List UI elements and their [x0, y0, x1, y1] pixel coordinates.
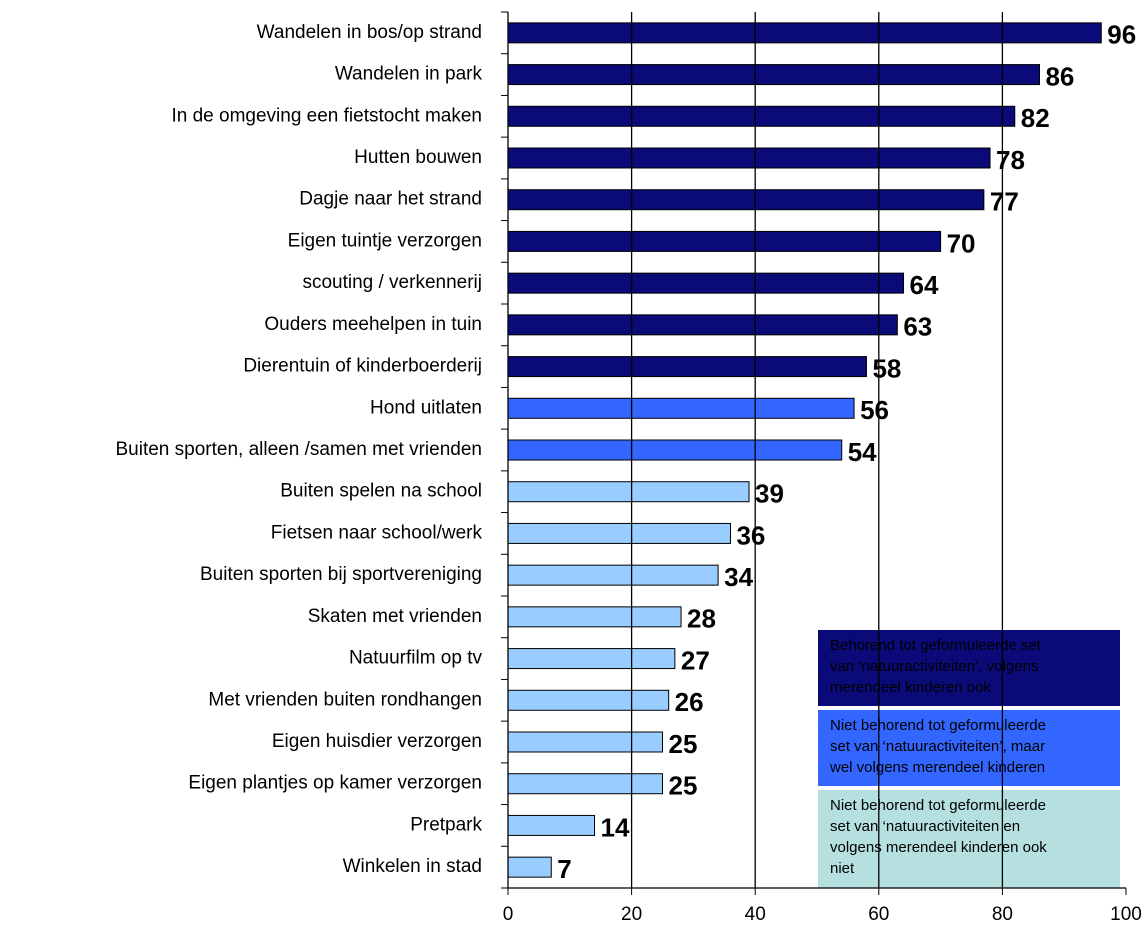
bar — [507, 689, 670, 711]
category-label: Wandelen in park — [335, 64, 483, 85]
category-label: Buiten sporten, alleen /samen met vriend… — [116, 439, 483, 460]
legend-box — [818, 710, 1120, 786]
category-label: Eigen tuintje verzorgen — [288, 230, 482, 251]
value-label: 86 — [1045, 61, 1074, 91]
category-label: Wandelen in bos/op strand — [257, 22, 482, 43]
legend-text: wel volgens merendeel kinderen — [829, 759, 1045, 776]
value-label: 96 — [1107, 20, 1136, 50]
x-tick-label: 60 — [868, 904, 889, 925]
value-label: 63 — [903, 312, 932, 342]
value-label: 27 — [681, 645, 710, 675]
legend-text: set van ‘natuuractiviteiten en — [830, 818, 1020, 835]
bar — [507, 564, 719, 586]
category-label: Eigen huisdier verzorgen — [272, 731, 482, 752]
legend-text: van ‘natuuractiviteiten’, volgens — [830, 658, 1038, 675]
legend-text: set van ‘natuuractiviteiten’, maar — [830, 738, 1045, 755]
bar — [507, 189, 985, 211]
value-label: 34 — [724, 562, 753, 592]
bar — [507, 773, 663, 795]
legend-box — [818, 630, 1120, 706]
bar — [507, 230, 942, 252]
bar — [507, 648, 676, 670]
value-label: 82 — [1021, 103, 1050, 133]
bar — [507, 606, 682, 628]
category-label: Dierentuin of kinderboerderij — [243, 356, 482, 377]
category-label: Dagje naar het strand — [299, 189, 482, 210]
bar — [507, 147, 991, 169]
x-tick-label: 40 — [745, 904, 766, 925]
x-tick-label: 80 — [992, 904, 1013, 925]
legend-text: niet — [830, 860, 855, 877]
value-label: 25 — [669, 771, 698, 801]
category-label: Buiten spelen na school — [280, 481, 482, 502]
value-label: 64 — [910, 270, 939, 300]
bar — [507, 439, 843, 461]
legend-text: merendeel kinderen ook — [830, 679, 991, 696]
bar — [507, 481, 750, 503]
legend-text: Niet behorend tot geformuleerde — [830, 797, 1046, 814]
value-label: 56 — [860, 395, 889, 425]
category-label: Eigen plantjes op kamer verzorgen — [188, 773, 482, 794]
value-label: 26 — [675, 687, 704, 717]
bar — [507, 814, 596, 836]
legend-text: Niet behorend tot geformuleerde — [830, 717, 1046, 734]
value-label: 54 — [848, 437, 877, 467]
x-tick-label: 20 — [621, 904, 642, 925]
bar — [507, 397, 855, 419]
x-tick-label: 0 — [503, 904, 514, 925]
bar — [507, 856, 552, 878]
bar — [507, 314, 898, 336]
bar — [507, 64, 1040, 86]
value-label: 25 — [669, 729, 698, 759]
x-tick-label: 100 — [1110, 904, 1142, 925]
category-label: Buiten sporten bij sportvereniging — [200, 564, 482, 585]
value-label: 78 — [996, 145, 1025, 175]
value-label: 14 — [601, 812, 630, 842]
category-label: Pretpark — [410, 814, 482, 835]
category-label: Hutten bouwen — [354, 147, 482, 168]
legend-box — [818, 790, 1120, 888]
bar — [507, 522, 731, 544]
category-label: Met vrienden buiten rondhangen — [208, 689, 482, 710]
category-label: scouting / verkennerij — [302, 272, 482, 293]
bar — [507, 731, 663, 753]
bar — [507, 22, 1102, 44]
category-label: Natuurfilm op tv — [349, 648, 483, 669]
value-label: 58 — [872, 353, 901, 383]
value-label: 28 — [687, 604, 716, 634]
category-label: Winkelen in stad — [343, 856, 482, 877]
category-label: Fietsen naar school/werk — [271, 522, 483, 543]
legend-text: volgens merendeel kinderen ook — [830, 839, 1047, 856]
legend-text: Behorend tot geformuleerde set — [830, 637, 1042, 654]
value-label: 77 — [990, 187, 1019, 217]
value-label: 7 — [557, 854, 571, 884]
value-label: 39 — [755, 479, 784, 509]
category-label: Hond uitlaten — [370, 397, 482, 418]
bar — [507, 105, 1016, 127]
category-label: In de omgeving een fietstocht maken — [171, 105, 482, 126]
category-label: Skaten met vrienden — [308, 606, 482, 627]
value-label: 70 — [947, 228, 976, 258]
bar — [507, 356, 867, 378]
value-label: 36 — [736, 520, 765, 550]
category-label: Ouders meehelpen in tuin — [264, 314, 482, 335]
bar — [507, 272, 905, 294]
